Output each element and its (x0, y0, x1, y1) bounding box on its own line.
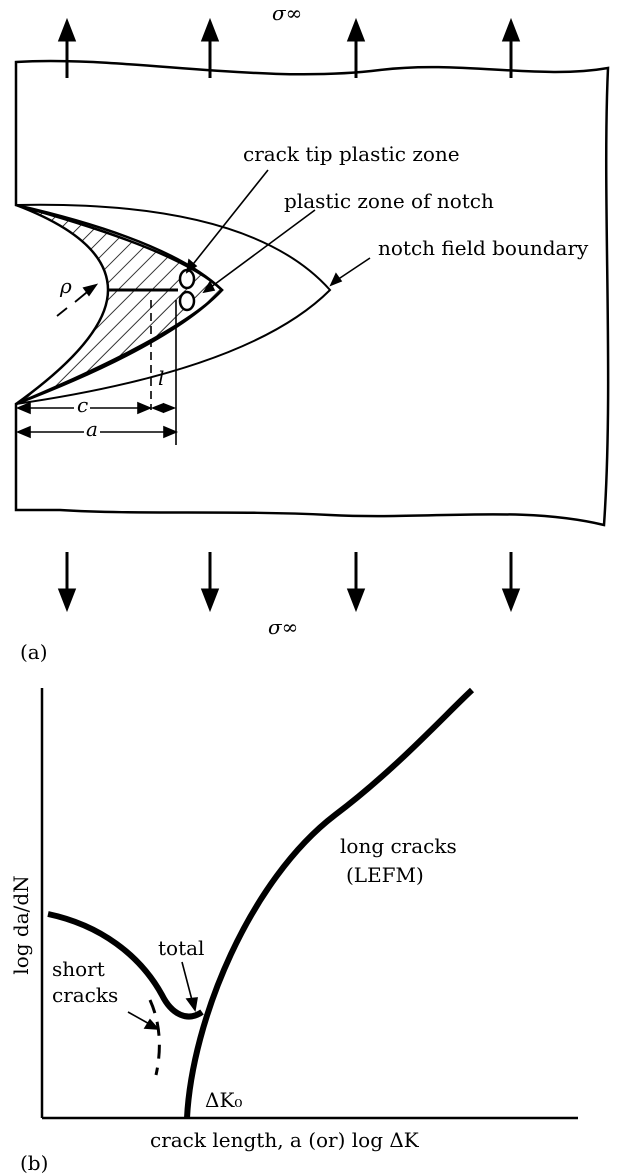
notch-plastic-zone (15, 203, 224, 406)
label-notch-field-boundary: notch field boundary (378, 236, 589, 260)
rho-indicator (56, 283, 99, 317)
stress-label-bottom: σ∞ (268, 615, 298, 639)
label-cracks: cracks (52, 983, 118, 1007)
label-c: c (77, 393, 88, 417)
label-short: short (52, 957, 105, 981)
panel-b-label: (b) (20, 1151, 48, 1175)
label-rho: ρ (59, 274, 72, 298)
long-cracks-curve (184, 687, 475, 1119)
y-axis-label: log da/dN (9, 875, 33, 974)
specimen-outline (14, 59, 610, 527)
label-lefm: (LEFM) (346, 863, 424, 887)
label-a: a (86, 417, 98, 441)
label-total: total (158, 936, 204, 960)
label-threshold: ΔK₀ (205, 1088, 242, 1112)
c-label-backdrop (74, 397, 90, 415)
dimension-guides (150, 300, 177, 445)
total-curve (47, 911, 204, 1020)
short-cracks-curve (148, 999, 161, 1076)
stress-arrows-bottom (57, 552, 521, 613)
stress-arrows-top (57, 17, 521, 78)
panel-b: log da/dN crack length, a (or) log ΔK (b… (9, 687, 578, 1175)
a-label-backdrop (84, 421, 100, 439)
label-long-cracks: long cracks (340, 834, 457, 858)
notch-field-boundary (15, 203, 332, 405)
stress-label-top: σ∞ (272, 1, 302, 25)
dimension-l (150, 402, 177, 414)
label-l: l (158, 366, 164, 390)
panel-a-label: (a) (20, 640, 48, 664)
panel-a: σ∞ crack tip plastic zone plastic zone o… (14, 1, 610, 664)
label-crack-tip-plastic-zone: crack tip plastic zone (243, 142, 460, 166)
annotation-arrows (127, 961, 198, 1030)
label-plastic-zone-notch: plastic zone of notch (284, 189, 494, 213)
leader-lines (185, 169, 371, 294)
x-axis-label: crack length, a (or) log ΔK (150, 1128, 420, 1152)
axes (40, 688, 578, 1120)
